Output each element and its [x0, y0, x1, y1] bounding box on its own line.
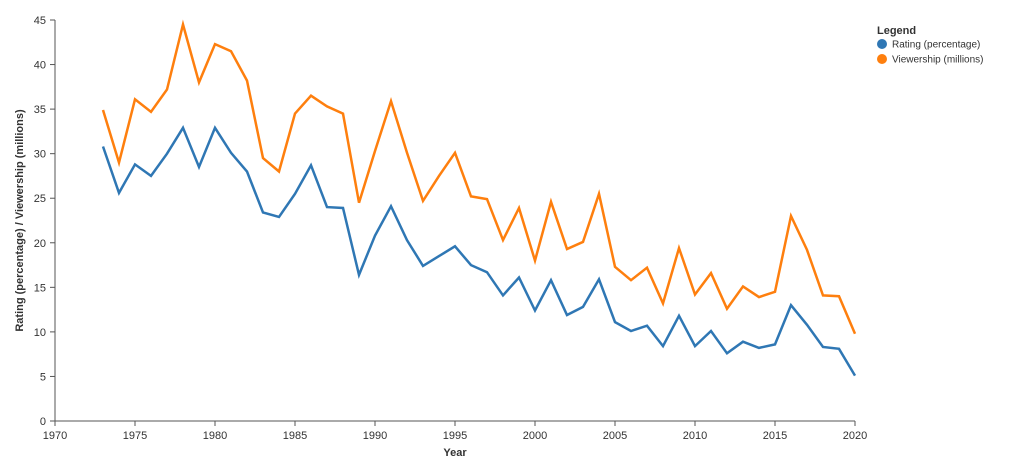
legend: Legend Rating (percentage) Viewership (mi… [877, 25, 984, 66]
y-axis-ticks: 0 5 10 15 20 25 30 35 40 45 [34, 15, 55, 428]
legend-label: Viewership (millions) [892, 55, 984, 66]
legend-items: Rating (percentage) Viewership (millions) [877, 39, 984, 66]
y-tick-label: 35 [34, 104, 46, 116]
y-tick-label: 45 [34, 15, 46, 27]
x-axis-title: Year [443, 447, 467, 459]
x-tick-label: 1985 [283, 430, 307, 442]
legend-swatch [877, 54, 887, 64]
y-tick-label: 10 [34, 327, 46, 339]
y-tick-label: 40 [34, 60, 46, 72]
legend-swatch [877, 39, 887, 49]
x-tick-label: 2020 [843, 430, 867, 442]
y-tick-label: 5 [40, 371, 46, 383]
y-axis-title: Rating (percentage) / Viewership (millio… [14, 109, 26, 332]
x-tick-label: 1975 [123, 430, 147, 442]
x-tick-label: 1980 [203, 430, 227, 442]
x-tick-label: 2010 [683, 430, 707, 442]
y-tick-label: 20 [34, 238, 46, 250]
y-tick-label: 15 [34, 282, 46, 294]
x-tick-label: 2000 [523, 430, 547, 442]
legend-title: Legend [877, 25, 916, 37]
legend-label: Rating (percentage) [892, 40, 980, 51]
y-tick-label: 30 [34, 149, 46, 161]
x-tick-label: 2015 [763, 430, 787, 442]
x-tick-label: 2005 [603, 430, 627, 442]
series-lines [101, 19, 857, 377]
x-tick-label: 1990 [363, 430, 387, 442]
series-line-viewership [101, 19, 857, 335]
x-axis-ticks: 1970 1975 1980 1985 1990 1995 2000 2005 2010 2015… [43, 421, 867, 442]
series-line-rating [101, 125, 857, 377]
x-tick-label: 1995 [443, 430, 467, 442]
plot-area: 1970 1975 1980 1985 1990 1995 2000 2005 2010 2015… [34, 15, 867, 442]
y-tick-label: 0 [40, 416, 46, 428]
x-tick-label: 1970 [43, 430, 67, 442]
y-tick-label: 25 [34, 193, 46, 205]
